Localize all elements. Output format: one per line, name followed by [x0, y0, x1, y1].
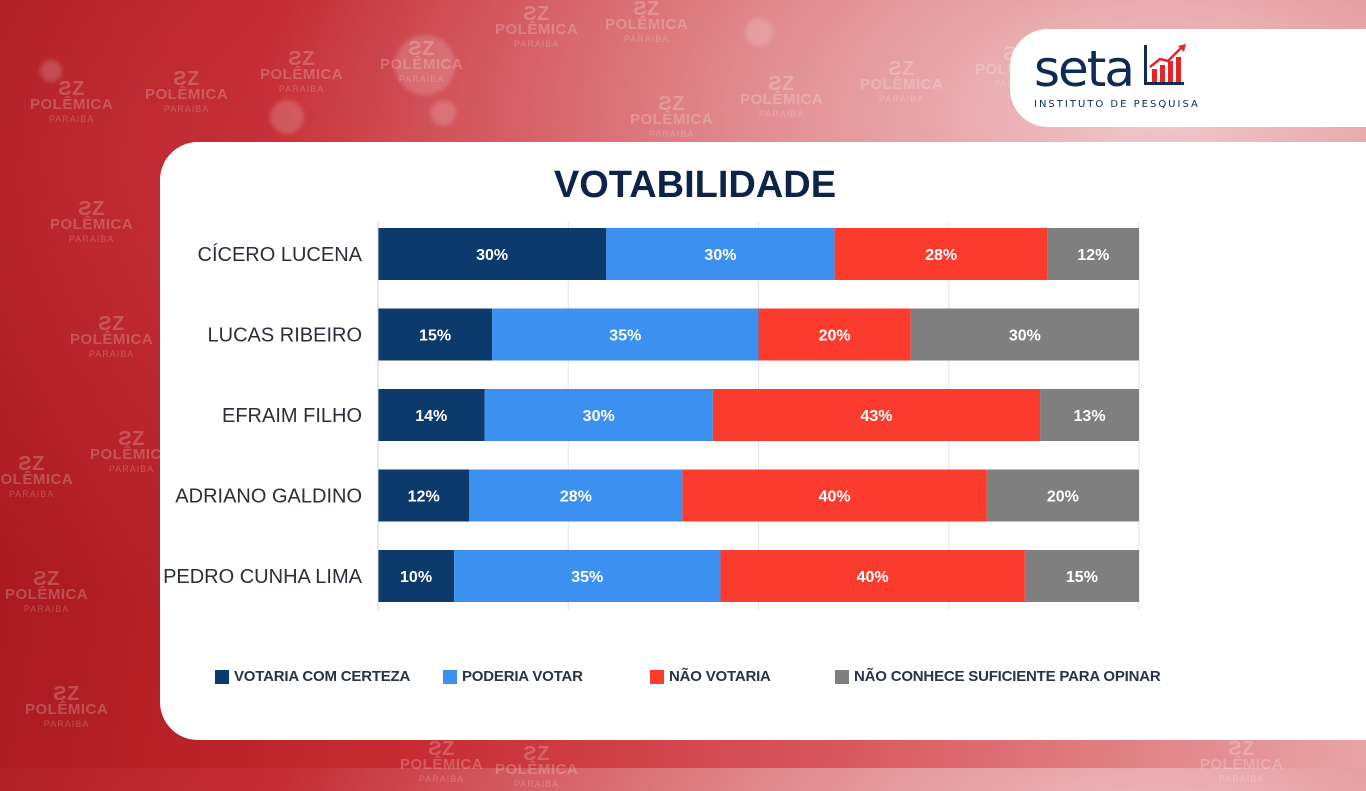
data-label: 30%	[476, 247, 508, 264]
chart-growth-icon	[1144, 44, 1186, 85]
data-label: 28%	[560, 489, 592, 506]
legend-item: PODERIA VOTAR	[443, 668, 583, 685]
logo-wordmark: seta	[1034, 40, 1135, 98]
bar-segment	[986, 469, 1139, 522]
bar-segment	[758, 308, 911, 361]
stacked-bar-chart: CÍCERO LUCENA 30% 30% 28% 12% LUCAS RIBEIRO 15…	[163, 222, 1140, 610]
data-label: 20%	[1047, 489, 1079, 506]
logo-card: seta INSTITUTO DE PESQUISA	[1010, 29, 1366, 127]
category-label: PEDRO CUNHA LIMA	[163, 566, 363, 588]
legend-label: VOTARIA COM CERTEZA	[234, 668, 411, 685]
bar-segment	[484, 389, 713, 441]
bar-segment	[1040, 389, 1139, 441]
chart-title: VOTABILIDADE	[553, 164, 837, 206]
bokeh-light	[270, 100, 304, 134]
legend-swatch	[443, 669, 457, 684]
bokeh-light	[40, 60, 62, 82]
bar-segment	[378, 228, 607, 280]
data-label: 30%	[1009, 328, 1041, 345]
data-label: 40%	[819, 489, 851, 506]
legend-swatch	[835, 669, 849, 684]
legend: VOTARIA COM CERTEZA PODERIA VOTAR NÃO VO…	[215, 668, 1215, 690]
bar-segment	[454, 550, 721, 602]
data-label: 28%	[925, 247, 957, 264]
category-label: CÍCERO LUCENA	[198, 243, 363, 266]
legend-swatch	[215, 669, 229, 684]
data-label: 15%	[1066, 569, 1098, 586]
data-label: 13%	[1074, 408, 1106, 425]
logo-subtitle: INSTITUTO DE PESQUISA	[1034, 99, 1200, 110]
data-label: 43%	[860, 408, 892, 425]
legend-label: NÃO VOTARIA	[669, 668, 771, 685]
data-label: 30%	[583, 408, 615, 425]
data-label: 15%	[419, 328, 451, 345]
category-label: LUCAS RIBEIRO	[208, 325, 362, 347]
data-label: 35%	[609, 328, 641, 345]
data-label: 14%	[415, 408, 447, 425]
data-label: 35%	[571, 569, 603, 586]
bar-segment	[720, 550, 1025, 602]
legend-label: NÃO CONHECE SUFICIENTE PARA OPINAR	[854, 668, 1161, 685]
bar-segment	[378, 389, 485, 441]
data-label: 20%	[819, 328, 851, 345]
legend-item: NÃO CONHECE SUFICIENTE PARA OPINAR	[835, 668, 1161, 685]
bar-segment	[1024, 550, 1139, 602]
bokeh-light	[395, 35, 455, 95]
legend-item: VOTARIA COM CERTEZA	[215, 668, 410, 685]
bar-segment	[378, 469, 470, 522]
legend-swatch	[650, 669, 664, 684]
data-label: 30%	[704, 247, 736, 264]
bar-segment	[378, 550, 455, 602]
bar-segment	[606, 228, 835, 280]
bokeh-light	[745, 18, 773, 46]
data-label: 12%	[408, 489, 440, 506]
data-label: 12%	[1077, 247, 1109, 264]
legend-item: NÃO VOTARIA	[650, 668, 771, 685]
bar-segment	[1047, 228, 1139, 280]
category-label: ADRIANO GALDINO	[175, 486, 362, 508]
data-label: 40%	[857, 569, 889, 586]
bar-segment	[682, 469, 987, 522]
bar-segment	[378, 308, 493, 361]
legend-label: PODERIA VOTAR	[462, 668, 583, 685]
bar-segment	[910, 308, 1139, 361]
bar-segment	[469, 469, 683, 522]
bokeh-light	[430, 100, 456, 126]
data-label: 10%	[400, 569, 432, 586]
bar-segment	[834, 228, 1048, 280]
bar-segment	[492, 308, 759, 361]
bar-segment	[712, 389, 1041, 441]
category-label: EFRAIM FILHO	[222, 405, 362, 427]
